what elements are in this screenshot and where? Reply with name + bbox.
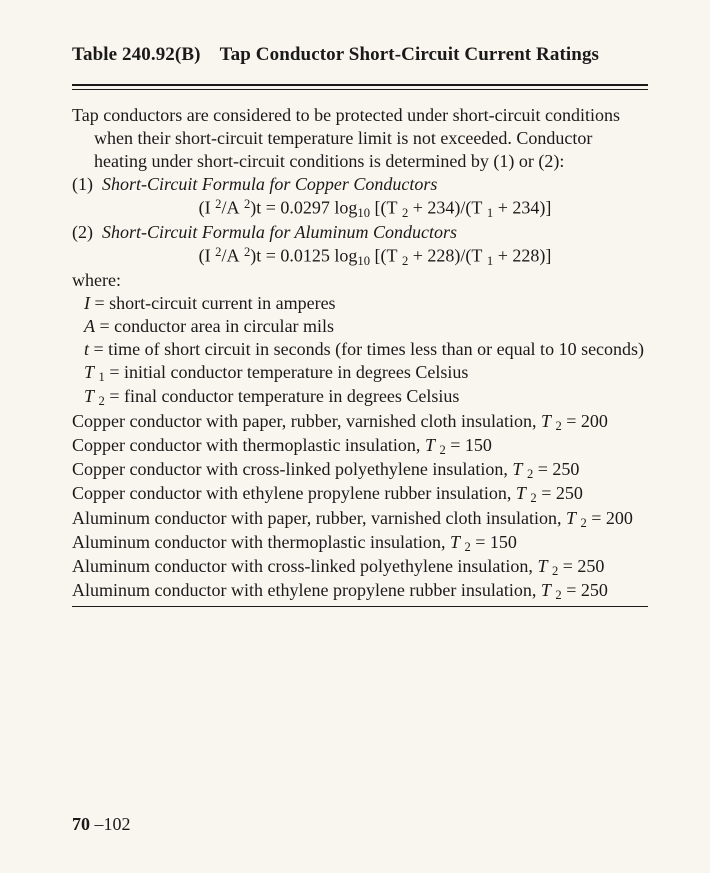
def-T2: T 2 = final conductor temperature in deg…: [72, 385, 648, 409]
item-1: (1) Short-Circuit Formula for Copper Con…: [72, 173, 648, 196]
bottom-rule: [72, 606, 648, 607]
item-2: (2) Short-Circuit Formula for Aluminum C…: [72, 221, 648, 244]
note-4: Copper conductor with ethylene propylene…: [72, 482, 648, 506]
equation-2: (I 2/A 2)t = 0.0125 log10 [(T 2 + 228)/(…: [72, 244, 648, 269]
note-1: Copper conductor with paper, rubber, var…: [72, 410, 648, 434]
note-7: Aluminum conductor with cross-linked pol…: [72, 555, 648, 579]
item-2-heading: Short-Circuit Formula for Aluminum Condu…: [98, 222, 458, 242]
where-label: where:: [72, 269, 648, 292]
page: Table 240.92(B) Tap Conductor Short-Circ…: [0, 0, 710, 873]
item-1-heading: Short-Circuit Formula for Copper Conduct…: [98, 174, 438, 194]
table-title: Table 240.92(B) Tap Conductor Short-Circ…: [72, 44, 648, 66]
note-8: Aluminum conductor with ethylene propyle…: [72, 579, 648, 603]
intro-text: Tap conductors are considered to be prot…: [72, 104, 648, 173]
note-5: Aluminum conductor with paper, rubber, v…: [72, 507, 648, 531]
def-t: t = time of short circuit in seconds (fo…: [72, 338, 648, 361]
note-3: Copper conductor with cross-linked polye…: [72, 458, 648, 482]
top-double-rule: [72, 84, 648, 90]
def-A: A = conductor area in circular mils: [72, 315, 648, 338]
page-number: 70 –102: [72, 814, 131, 835]
item-2-label: (2): [72, 222, 93, 242]
def-T1: T 1 = initial conductor temperature in d…: [72, 361, 648, 385]
note-2: Copper conductor with thermoplastic insu…: [72, 434, 648, 458]
item-1-label: (1): [72, 174, 93, 194]
equation-1: (I 2/A 2)t = 0.0297 log10 [(T 2 + 234)/(…: [72, 196, 648, 221]
def-I: I = short-circuit current in amperes: [72, 292, 648, 315]
note-6: Aluminum conductor with thermoplastic in…: [72, 531, 648, 555]
table-body: Tap conductors are considered to be prot…: [72, 104, 648, 607]
